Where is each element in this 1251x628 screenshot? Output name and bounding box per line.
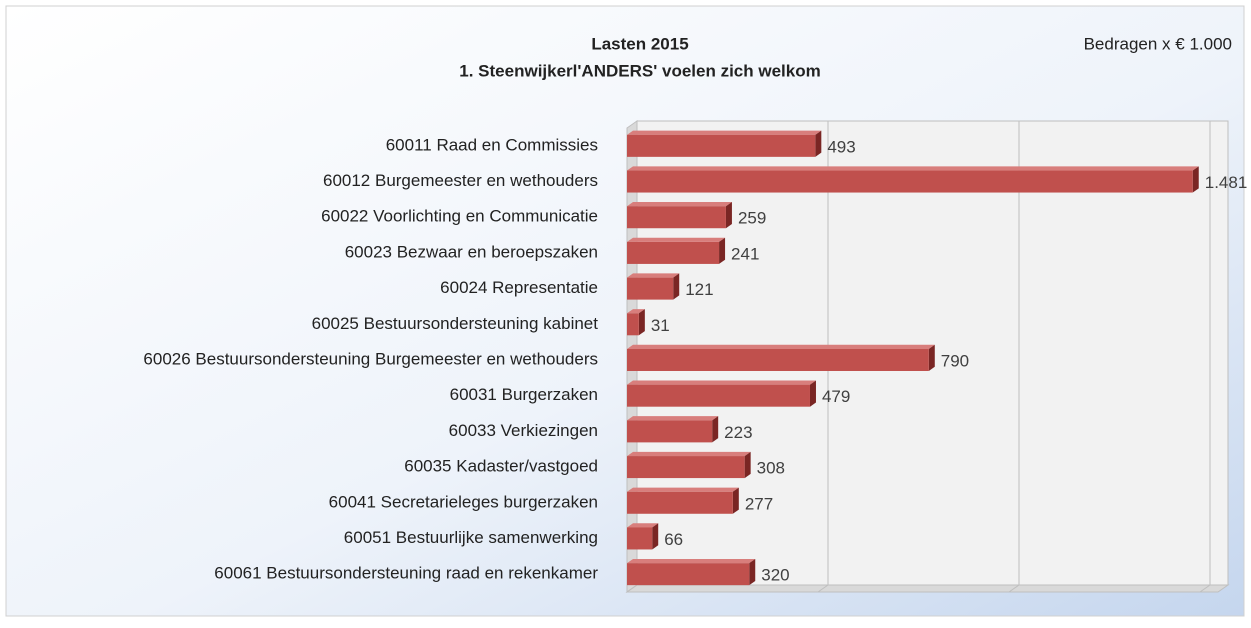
annotation: Bedragen x € 1.000	[1084, 34, 1232, 53]
bar	[627, 380, 816, 407]
value-label: 241	[731, 244, 759, 263]
bar-front	[627, 349, 929, 371]
bar-front	[627, 384, 810, 407]
bar	[627, 309, 645, 336]
value-label: 259	[738, 209, 766, 228]
y-tick-label: 60061 Bestuursondersteuning raad en reke…	[214, 564, 598, 583]
value-label: 31	[651, 316, 670, 335]
bar-top	[627, 237, 726, 242]
bar-top	[627, 344, 935, 349]
bar-top	[627, 130, 822, 135]
bar-front	[627, 563, 750, 586]
bar-front	[627, 134, 816, 157]
y-tick-label: 60012 Burgemeester en wethouders	[323, 171, 598, 190]
bar-top	[627, 166, 1199, 171]
y-tick-label: 60051 Bestuurlijke samenwerking	[344, 528, 598, 547]
value-label: 223	[724, 423, 752, 442]
chart-subtitle: 1. Steenwijkerl'ANDERS' voelen zich welk…	[459, 61, 820, 80]
bar-side	[712, 416, 719, 443]
bar-front	[627, 456, 745, 479]
value-label: 1.481	[1205, 173, 1248, 192]
bar	[627, 523, 659, 550]
bar-front	[627, 170, 1193, 193]
bar	[627, 558, 756, 586]
grid-line	[817, 121, 829, 593]
bar	[627, 130, 822, 157]
y-tick-label: 60025 Bestuursondersteuning kabinet	[312, 314, 599, 333]
bar-side	[638, 309, 645, 336]
bar-top	[627, 202, 732, 207]
bar	[627, 451, 751, 479]
y-tick-label: 60026 Bestuursondersteuning Burgemeester…	[143, 349, 598, 368]
bar-top	[627, 558, 756, 564]
y-tick-label: 60031 Burgerzaken	[450, 385, 598, 404]
bar-top	[627, 487, 739, 492]
bar	[627, 166, 1199, 193]
bar-top	[627, 416, 719, 421]
bar-front	[627, 241, 720, 264]
bar	[627, 344, 935, 371]
value-label: 320	[761, 566, 789, 585]
chart-title: Lasten 2015	[591, 34, 688, 53]
value-label: 308	[757, 459, 785, 478]
bar	[627, 416, 719, 443]
bar	[627, 273, 680, 300]
bar-side	[1192, 166, 1199, 193]
bar-side	[815, 130, 822, 157]
y-tick-label: 60022 Voorlichting en Communicatie	[321, 207, 598, 226]
value-label: 121	[685, 280, 713, 299]
bar-side	[725, 202, 732, 229]
value-label: 493	[827, 137, 855, 156]
bar-front	[627, 206, 726, 229]
bar-front	[627, 420, 713, 443]
bar-top	[627, 380, 816, 385]
bar	[627, 202, 732, 229]
bar-side	[652, 523, 659, 550]
bar-side	[719, 237, 726, 264]
y-tick-label: 60011 Raad en Commissies	[386, 135, 598, 154]
grid-line	[1008, 121, 1020, 593]
bar-top	[627, 523, 659, 528]
y-tick-label: 60035 Kadaster/vastgoed	[404, 457, 598, 476]
floor	[625, 584, 1230, 593]
grid-line	[1199, 121, 1211, 593]
value-label: 277	[745, 494, 773, 513]
bar-top	[627, 273, 680, 278]
bar-side	[749, 558, 756, 586]
y-tick-label: 60041 Secretarieleges burgerzaken	[329, 492, 598, 511]
value-label: 66	[664, 530, 683, 549]
y-tick-label: 60024 Representatie	[440, 278, 598, 297]
bar-side	[809, 380, 816, 407]
bar-front	[627, 277, 674, 300]
bar-top	[627, 451, 751, 457]
bar-side	[673, 273, 680, 300]
bar-side	[732, 487, 739, 514]
bar-top	[627, 309, 645, 314]
bar-side	[744, 451, 751, 479]
bar	[627, 487, 739, 514]
bar-front	[627, 527, 653, 550]
y-tick-label: 60033 Verkiezingen	[449, 421, 598, 440]
value-label: 479	[822, 387, 850, 406]
bar-side	[928, 344, 935, 371]
bar	[627, 237, 726, 264]
value-label: 790	[941, 351, 969, 370]
bar-front	[627, 313, 639, 336]
y-tick-label: 60023 Bezwaar en beroepszaken	[345, 242, 598, 261]
bar-front	[627, 491, 733, 514]
